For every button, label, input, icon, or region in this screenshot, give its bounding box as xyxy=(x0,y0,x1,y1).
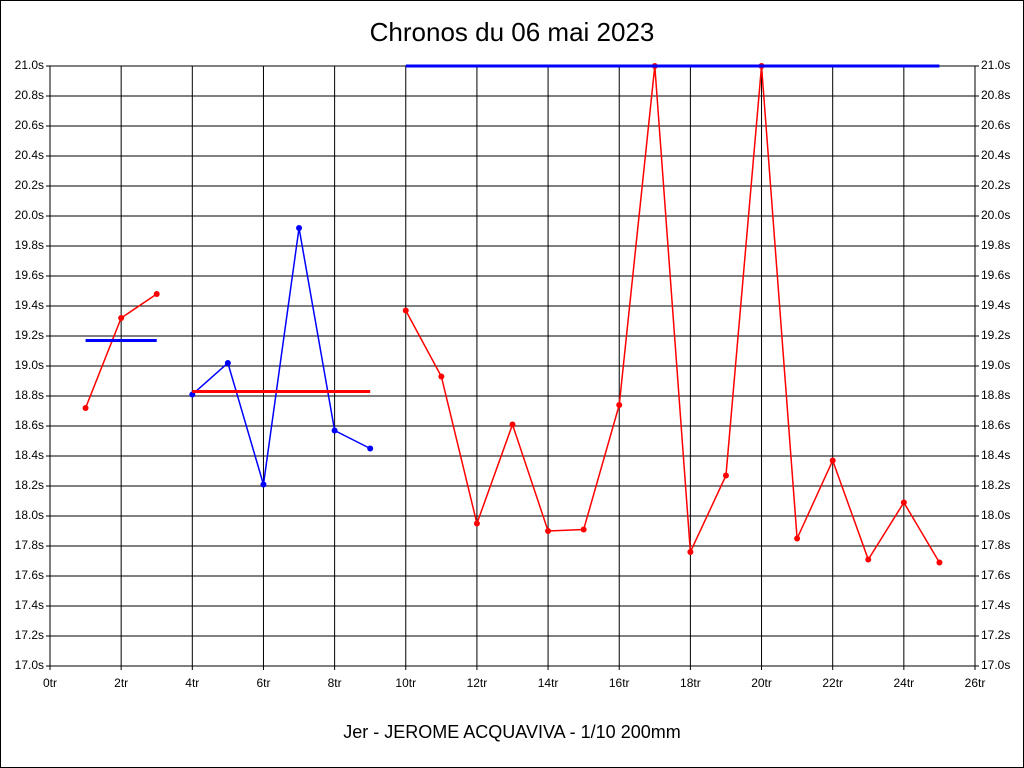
y-tick-label: 18.4s xyxy=(15,448,44,462)
y2-tick-label: 19.0s xyxy=(981,358,1010,372)
x-tick-label: 8tr xyxy=(328,676,342,690)
data-point xyxy=(153,291,160,297)
y2-tick-label: 21.0s xyxy=(981,58,1010,72)
y-tick-label: 20.6s xyxy=(15,118,44,132)
x-tick-label: 10tr xyxy=(395,676,416,690)
data-point xyxy=(545,528,552,534)
y-tick-label: 17.0s xyxy=(15,658,44,672)
series-line xyxy=(191,227,371,485)
data-point xyxy=(580,526,587,533)
x-axis-label: Jer - JEROME ACQUAVIVA - 1/10 200mm xyxy=(343,722,680,742)
y-tick-label: 19.8s xyxy=(15,238,44,252)
x-tick-label: 12tr xyxy=(467,676,488,690)
y-tick-label: 17.2s xyxy=(15,628,44,642)
y2-tick-label: 20.2s xyxy=(981,178,1010,192)
data-point xyxy=(829,457,836,464)
y2-tick-label: 20.8s xyxy=(981,88,1010,102)
y2-tick-label: 19.2s xyxy=(981,328,1010,342)
x-tick-label: 18tr xyxy=(680,676,701,690)
data-point xyxy=(331,427,338,434)
y-tick-label: 17.8s xyxy=(15,538,44,552)
y2-tick-label: 18.8s xyxy=(981,388,1010,402)
y-tick-label: 18.6s xyxy=(15,418,44,432)
x-tick-label: 22tr xyxy=(822,676,843,690)
x-tick-label: 26tr xyxy=(965,676,986,690)
data-point xyxy=(224,360,231,366)
y2-tick-label: 18.2s xyxy=(981,478,1010,492)
y2-tick-label: 18.4s xyxy=(981,448,1010,462)
data-point xyxy=(936,559,943,566)
x-tick-label: 6tr xyxy=(256,676,270,690)
data-point xyxy=(438,373,445,380)
y-tick-label: 19.4s xyxy=(15,298,44,312)
data-point xyxy=(722,472,729,479)
y-tick-label: 19.2s xyxy=(15,328,44,342)
y2-tick-label: 17.6s xyxy=(981,568,1010,582)
data-point xyxy=(865,556,872,563)
data-point xyxy=(616,402,623,408)
y2-tick-label: 19.6s xyxy=(981,268,1010,282)
y-tick-label: 20.4s xyxy=(15,148,44,162)
x-tick-label: 20tr xyxy=(751,676,772,690)
data-point xyxy=(296,225,303,231)
y-tick-label: 17.4s xyxy=(15,598,44,612)
data-point xyxy=(900,499,907,506)
data-point xyxy=(118,315,125,321)
data-point xyxy=(260,481,267,488)
y2-tick-label: 17.0s xyxy=(981,658,1010,672)
y-tick-label: 20.8s xyxy=(15,88,44,102)
data-point xyxy=(82,405,89,411)
data-point xyxy=(473,520,480,527)
y-tick-label: 18.8s xyxy=(15,388,44,402)
y2-tick-label: 18.0s xyxy=(981,508,1010,522)
y2-tick-label: 17.4s xyxy=(981,598,1010,612)
y2-tick-label: 17.8s xyxy=(981,538,1010,552)
y-tick-label: 19.6s xyxy=(15,268,44,282)
y-tick-label: 20.0s xyxy=(15,208,44,222)
y-tick-label: 18.0s xyxy=(15,508,44,522)
y2-tick-label: 19.4s xyxy=(981,298,1010,312)
x-tick-label: 16tr xyxy=(609,676,630,690)
y2-tick-label: 17.2s xyxy=(981,628,1010,642)
data-point xyxy=(402,307,409,314)
x-tick-label: 24tr xyxy=(894,676,915,690)
chart-title: Chronos du 06 mai 2023 xyxy=(370,17,655,47)
series-line xyxy=(405,65,941,563)
y2-tick-label: 18.6s xyxy=(981,418,1010,432)
y-tick-label: 19.0s xyxy=(15,358,44,372)
y-tick-label: 20.2s xyxy=(15,178,44,192)
data-point xyxy=(687,549,694,555)
x-tick-label: 2tr xyxy=(114,676,128,690)
data-point xyxy=(509,421,516,428)
x-tick-label: 4tr xyxy=(185,676,199,690)
y2-tick-label: 20.6s xyxy=(981,118,1010,132)
y2-tick-label: 20.0s xyxy=(981,208,1010,222)
y2-tick-label: 19.8s xyxy=(981,238,1010,252)
y-tick-label: 21.0s xyxy=(15,58,44,72)
x-tick-label: 14tr xyxy=(538,676,559,690)
x-tick-label: 0tr xyxy=(43,676,57,690)
y-tick-label: 17.6s xyxy=(15,568,44,582)
data-point xyxy=(367,445,374,452)
y-tick-label: 18.2s xyxy=(15,478,44,492)
data-point xyxy=(794,535,801,542)
y2-tick-label: 20.4s xyxy=(981,148,1010,162)
